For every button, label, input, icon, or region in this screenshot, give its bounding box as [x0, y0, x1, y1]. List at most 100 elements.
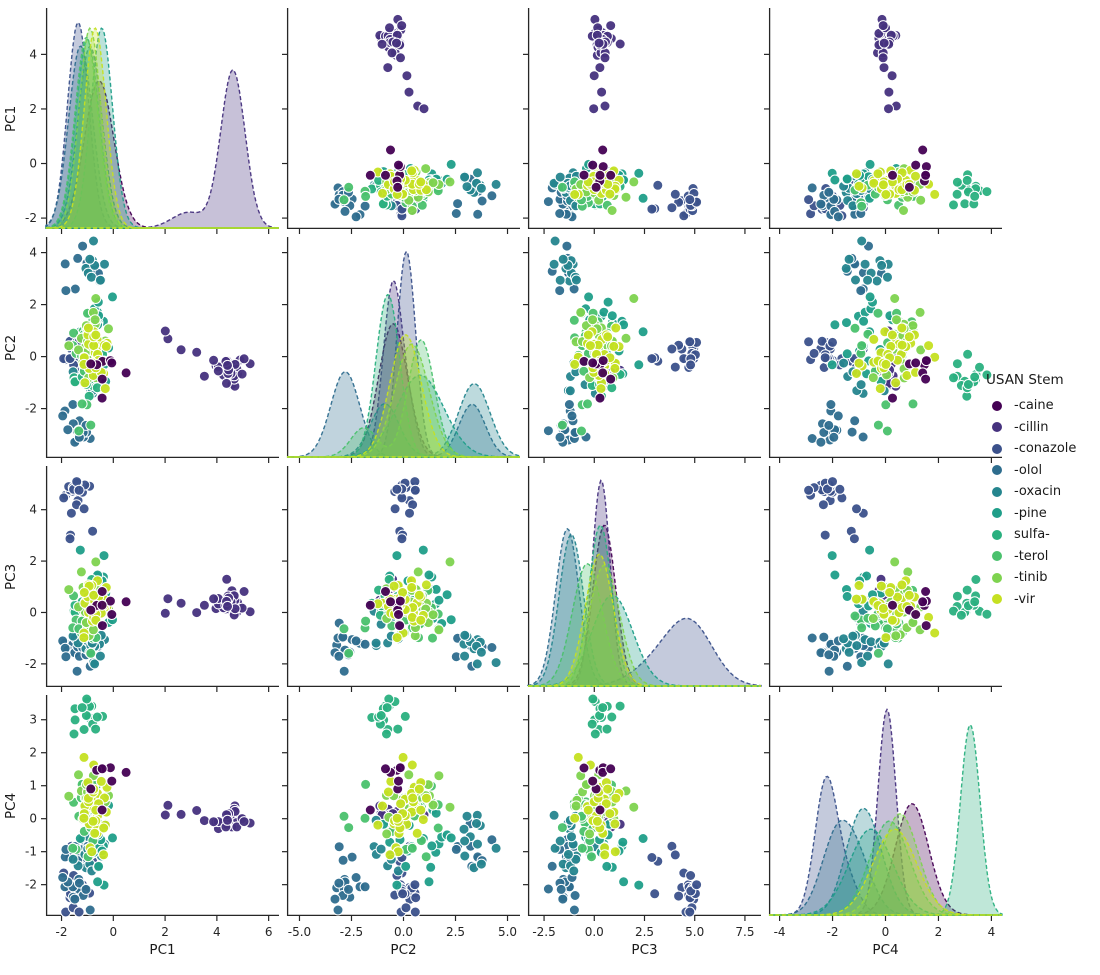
data-point--cillin [221, 377, 232, 389]
data-point--pine [425, 861, 437, 873]
data-point--vir [382, 786, 394, 798]
data-point--tinib [915, 194, 927, 206]
data-point--conazole [678, 210, 690, 222]
data-point--terol [420, 851, 432, 863]
data-point--conazole [389, 503, 401, 515]
data-point--terol [849, 610, 861, 622]
data-point--vir [582, 329, 594, 341]
data-point--caine [903, 181, 915, 193]
legend: USAN Stem -caine -cillin -conazole -olol -ox… [984, 372, 1100, 610]
y-tick-label: 0 [29, 605, 37, 619]
data-point--vir [388, 580, 400, 592]
data-point--caine [120, 596, 132, 608]
legend-label: -terol [1014, 548, 1049, 564]
data-point--vir [413, 783, 425, 795]
x-tick-label: 0.0 [585, 925, 604, 939]
data-point--olol [450, 843, 462, 855]
data-point--caine [393, 775, 404, 787]
data-point--olol [476, 195, 488, 207]
data-point--vir [880, 358, 892, 370]
data-point--pine [637, 326, 649, 338]
data-point--vir [98, 822, 110, 834]
data-point--tinib [628, 293, 640, 304]
data-point--pine [417, 544, 429, 556]
data-point--conazole [400, 902, 412, 914]
data-point--vir [78, 751, 90, 763]
data-point--caine [594, 169, 606, 181]
data-point--vir [384, 849, 396, 861]
data-point--vir [86, 846, 98, 858]
data-point--vir [98, 849, 110, 861]
data-point--terol [856, 622, 868, 634]
data-point--pine [433, 594, 445, 606]
data-point--vir [851, 593, 862, 605]
data-point--vir [884, 587, 896, 598]
data-point--oxacin [564, 385, 576, 397]
data-point--caine [917, 144, 929, 156]
legend-item--olol: -olol [984, 460, 1100, 482]
data-point--oxacin [370, 637, 382, 649]
data-point--conazole [646, 852, 658, 863]
data-point--terol [338, 194, 350, 206]
data-point--vir [609, 362, 621, 374]
data-point--pine [400, 860, 412, 872]
data-point--conazole [73, 906, 85, 918]
data-point--olol [69, 283, 81, 295]
data-point--caine [385, 144, 396, 156]
data-point--pine [633, 879, 645, 891]
data-point--oxacin [85, 271, 97, 283]
data-point-sulfa- [399, 710, 411, 722]
legend-item--cillin: -cillin [984, 417, 1100, 439]
data-point-sulfa- [961, 174, 973, 186]
data-point--cillin [222, 814, 233, 826]
data-point-sulfa- [614, 700, 626, 712]
data-point--vir [890, 377, 902, 389]
y-tick-label: 3 [29, 713, 37, 727]
data-point--tinib [620, 332, 632, 344]
data-point--olol [542, 425, 554, 437]
data-point--olol [823, 419, 835, 431]
data-point--pine [92, 876, 104, 888]
data-point--caine [587, 159, 599, 171]
x-axis-title-PC4: PC4 [872, 942, 899, 958]
data-point--olol [350, 635, 362, 647]
data-point--caine [106, 609, 118, 620]
data-point--pine [583, 291, 595, 303]
x-tick-label: 7.5 [735, 925, 754, 939]
y-tick-label: 2 [29, 554, 37, 568]
data-point-sulfa- [951, 188, 963, 200]
data-point--cillin [191, 346, 203, 358]
y-tick-label: 2 [29, 746, 37, 760]
data-point--caine [364, 599, 376, 611]
data-point--olol [339, 205, 351, 217]
data-point--caine [578, 169, 590, 181]
data-point--olol [472, 208, 484, 220]
data-point--cillin [593, 37, 605, 49]
y-tick-label: -2 [25, 657, 37, 671]
data-point--oxacin [459, 629, 471, 641]
data-point--pine [637, 192, 649, 204]
data-point--tinib [381, 828, 393, 840]
x-tick-label: 2.5 [446, 925, 465, 939]
data-point--cillin [159, 809, 171, 821]
data-point--caine [887, 169, 898, 181]
data-point--cillin [159, 607, 171, 619]
data-point--vir [377, 800, 388, 812]
data-point--cillin [391, 37, 402, 49]
data-point--terol [872, 647, 884, 659]
data-point-sulfa- [969, 371, 981, 383]
data-point--conazole [673, 890, 685, 902]
data-point--pine [864, 544, 876, 556]
x-tick-label: 5.0 [498, 925, 517, 939]
legend-label: -oxacin [1014, 484, 1062, 500]
data-point--caine [380, 586, 391, 597]
x-tick-label: 4 [213, 925, 221, 939]
legend-item--oxacin: -oxacin [984, 481, 1100, 503]
data-point--conazole [827, 336, 838, 348]
data-point-sulfa- [951, 590, 963, 602]
data-point--olol [832, 410, 844, 422]
data-point--cillin [222, 600, 233, 612]
data-point--pine [93, 860, 105, 872]
data-point--oxacin [99, 258, 110, 270]
data-point--pine [441, 589, 453, 601]
